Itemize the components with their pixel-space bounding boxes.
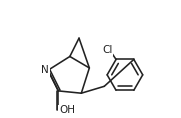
- Text: OH: OH: [59, 105, 75, 115]
- Text: Cl: Cl: [102, 45, 113, 55]
- Text: N: N: [41, 65, 49, 75]
